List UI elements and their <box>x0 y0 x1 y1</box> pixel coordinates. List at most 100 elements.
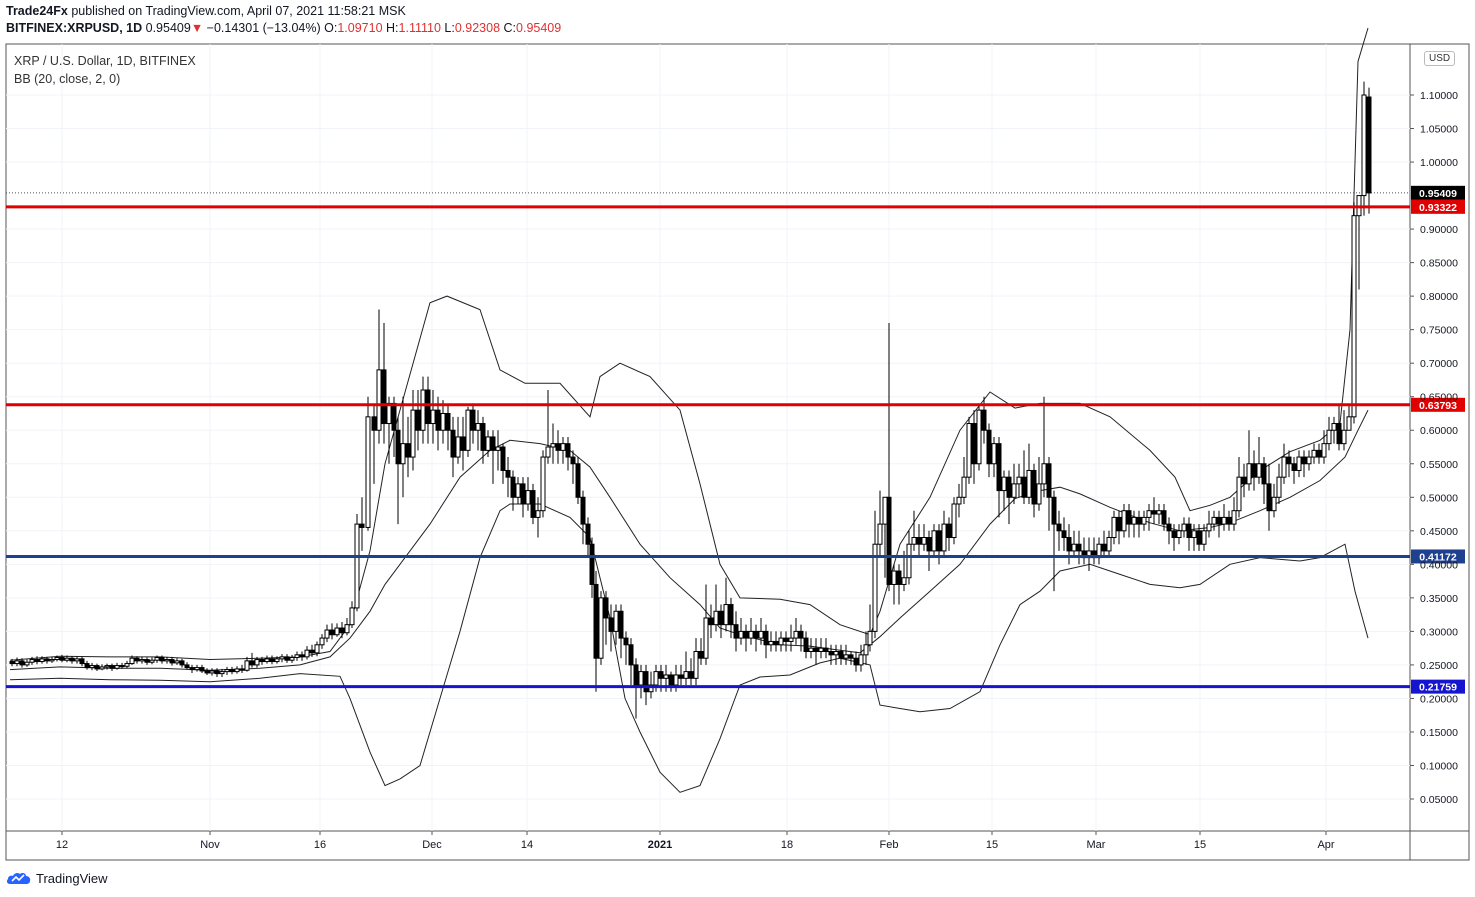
candle <box>1071 530 1077 558</box>
candle <box>728 597 734 639</box>
candle <box>1341 410 1347 451</box>
candle-body-up <box>279 656 285 660</box>
candle-body-down <box>1161 510 1167 525</box>
candle <box>1101 530 1107 558</box>
candle <box>199 664 205 673</box>
time-axis[interactable]: 12 Nov 16 Dec 14 2021 18 Feb 15 Mar 15 Apr <box>56 831 1335 851</box>
candle-body-up <box>1311 449 1317 458</box>
horizontal-levels[interactable]: 0.93322 0.63793 0.41172 0.21759 0.95409 <box>6 185 1465 694</box>
candle-body-down <box>828 650 834 656</box>
candle-body-down <box>359 523 365 528</box>
candle-body-down <box>618 610 624 639</box>
y-tick-label: 0.50000 <box>1420 492 1458 504</box>
candle <box>189 664 195 673</box>
level-price-label: 0.41172 <box>1419 551 1457 563</box>
candle <box>768 631 774 652</box>
candle-body-up <box>174 660 180 664</box>
candle <box>244 656 250 672</box>
candle <box>1126 503 1132 538</box>
candle-body-up <box>194 667 200 671</box>
candle <box>848 651 854 665</box>
candle <box>593 571 599 692</box>
candle <box>1121 503 1127 538</box>
candle-body-down <box>84 663 90 669</box>
candle-body-up <box>1146 510 1152 518</box>
candle <box>1116 510 1122 545</box>
candle-body-down <box>733 624 739 639</box>
candle-body-up <box>164 659 170 662</box>
candle-body-down <box>169 659 175 664</box>
level-price-tag <box>1411 679 1465 694</box>
candle-body-down <box>1196 530 1202 545</box>
candle <box>1096 537 1102 565</box>
candle-body-down <box>500 446 506 471</box>
candle-body-up <box>961 476 967 498</box>
x-tick-label: Dec <box>422 839 442 851</box>
candle <box>1196 524 1202 551</box>
candle <box>400 396 406 498</box>
candle-body-down <box>184 664 190 669</box>
candle-body-up <box>693 650 699 679</box>
candle-body-up <box>1321 443 1327 458</box>
x-tick-label: 2021 <box>648 839 672 851</box>
candle-body-up <box>778 637 784 646</box>
candle-body-down <box>79 658 85 665</box>
candle-body-down <box>1006 476 1012 498</box>
candle-body-up <box>1211 516 1217 525</box>
candle-body-up <box>14 660 20 665</box>
price-axis[interactable]: 1.10000 1.05000 1.00000 0.90000 0.85000 0.800… <box>1410 90 1458 806</box>
candle-body-down <box>159 657 165 662</box>
candle <box>510 470 516 511</box>
candle <box>114 662 120 670</box>
candle-body-up <box>74 658 80 662</box>
currency-badge[interactable]: USD <box>1424 51 1456 66</box>
candle <box>1321 430 1327 464</box>
candle <box>976 403 982 471</box>
candle <box>234 666 240 674</box>
candle-body-up <box>114 665 120 669</box>
candle <box>580 490 586 545</box>
candle-body-up <box>1281 456 1287 478</box>
y-tick-label: 0.70000 <box>1420 358 1458 370</box>
candle <box>500 443 506 484</box>
candle-body-down <box>1286 456 1292 465</box>
candle-body-up <box>683 671 689 679</box>
candle-body-up <box>1131 516 1137 525</box>
candle <box>1306 450 1312 471</box>
candle <box>683 651 689 686</box>
y-tick-label: 0.05000 <box>1420 794 1458 806</box>
candle-body-up <box>400 443 406 465</box>
candle-body-down <box>381 369 387 425</box>
candle <box>395 416 401 525</box>
candle-body-down <box>608 617 614 632</box>
candle-body-down <box>1266 483 1272 512</box>
candle-body-up <box>1041 463 1047 485</box>
candle-body-down <box>728 604 734 626</box>
candle <box>638 664 644 699</box>
candle-body-up <box>1351 215 1357 418</box>
y-tick-label: 0.45000 <box>1420 526 1458 538</box>
candle-body-down <box>946 523 952 539</box>
candle-body-up <box>951 503 957 539</box>
tradingview-logo: TradingView <box>6 870 108 886</box>
candle <box>926 530 932 572</box>
x-tick-label: 15 <box>986 839 998 851</box>
candle <box>475 410 481 451</box>
candle <box>1226 510 1232 531</box>
candle-body-down <box>996 443 1002 492</box>
candle-body-up <box>349 607 355 626</box>
candle-body-down <box>838 650 844 659</box>
candle-body-up <box>911 537 917 545</box>
candle <box>344 617 350 636</box>
candle-body-down <box>329 629 335 636</box>
level-price-label: 0.21759 <box>1419 682 1457 694</box>
candle <box>1171 524 1177 551</box>
candle <box>818 638 824 659</box>
candle-body-up <box>921 537 927 545</box>
candle <box>540 450 546 518</box>
candle-body-up <box>788 637 794 642</box>
candle <box>440 400 446 444</box>
candle <box>450 416 456 478</box>
candle-body-up <box>758 630 764 639</box>
